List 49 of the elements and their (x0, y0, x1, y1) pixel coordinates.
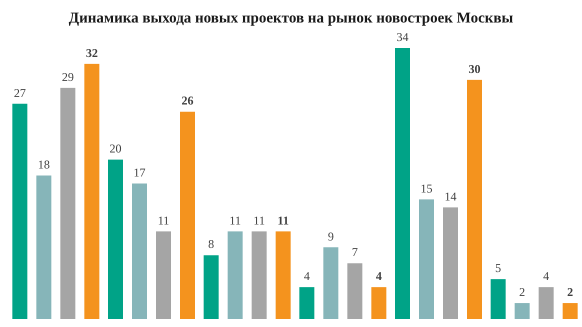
bar (467, 80, 482, 319)
data-label: 2 (567, 285, 574, 300)
bar (347, 263, 362, 319)
bar (538, 287, 554, 319)
data-label: 17 (134, 165, 146, 180)
bar (371, 287, 386, 319)
data-label: 4 (304, 269, 310, 284)
bar (12, 104, 28, 319)
bar (490, 279, 506, 319)
bar (514, 303, 530, 319)
data-label: 9 (328, 229, 334, 244)
data-label: 26 (182, 94, 194, 108)
data-label: 20 (110, 142, 122, 156)
data-label: 8 (208, 237, 214, 252)
data-label: 11 (158, 213, 170, 228)
bar (108, 160, 123, 319)
bar (228, 231, 243, 319)
data-label: 4 (376, 269, 382, 284)
data-label: 18 (38, 158, 50, 172)
chart-title: Динамика выхода новых проектов на рынок новостроек Москвы (68, 10, 514, 26)
bar (84, 64, 100, 319)
bar (562, 303, 578, 319)
bar (36, 176, 52, 319)
data-label: 11 (253, 213, 265, 228)
data-label: 15 (420, 181, 432, 196)
data-label: 29 (62, 70, 74, 84)
data-label: 32 (86, 46, 98, 60)
bar (204, 255, 219, 319)
bar (443, 207, 458, 319)
bar (299, 287, 314, 319)
data-label: 11 (277, 213, 289, 228)
bar (132, 183, 147, 319)
bar (252, 231, 267, 319)
data-label: 14 (444, 189, 456, 204)
data-label: 7 (352, 245, 358, 260)
data-label: 30 (468, 62, 480, 76)
data-label: 27 (14, 86, 26, 100)
bar (180, 112, 195, 319)
bar (156, 231, 171, 319)
data-label: 5 (495, 261, 502, 276)
data-label: 34 (396, 30, 408, 44)
bar (419, 199, 434, 319)
bar (276, 231, 291, 319)
bar (395, 48, 410, 319)
bar (60, 88, 76, 319)
bar (323, 247, 338, 319)
data-label: 11 (229, 213, 241, 228)
data-label: 4 (543, 269, 550, 284)
data-label: 2 (519, 285, 526, 300)
